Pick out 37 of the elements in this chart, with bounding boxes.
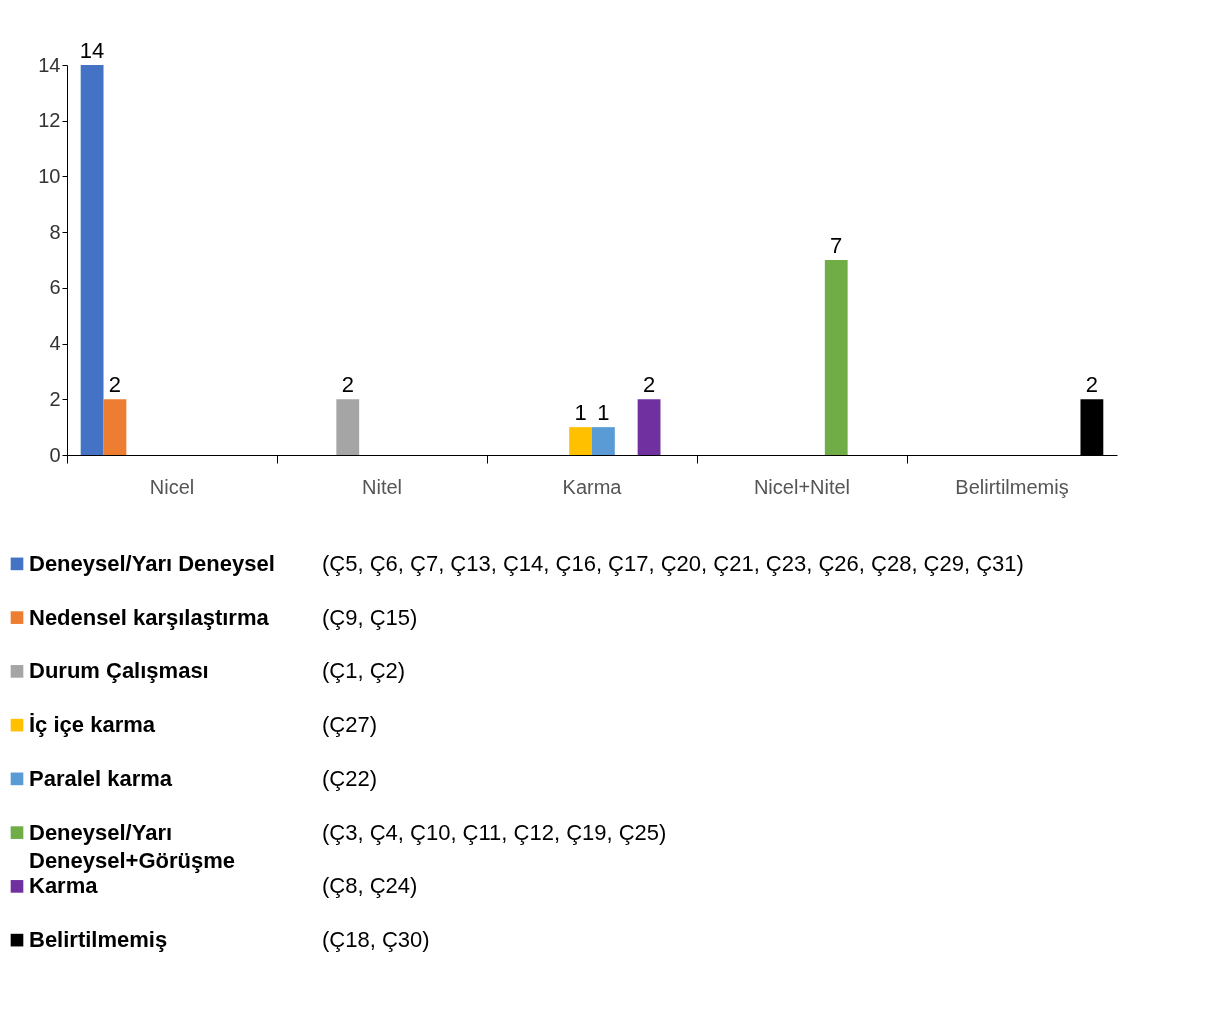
legend-label: Belirtilmemiş [29,927,168,953]
x-tick-label: Karma [562,475,623,498]
data-label: 1 [574,400,587,426]
y-tick-label: 8 [49,220,61,243]
y-tick-label: 14 [38,53,61,76]
data-label: 14 [79,38,105,63]
legend-label: Karma [29,873,99,899]
legend-label: Deneysel/Yarı Deneysel [29,550,275,576]
y-tick-label: 12 [38,109,61,132]
y-tick-label: 6 [49,276,61,299]
x-tick-label: Belirtilmemiş [955,475,1069,498]
y-tick-label: 2 [49,387,61,410]
text: (Ç27) [322,712,378,738]
y-tick-label: 0 [49,443,61,466]
x-tick-label: Nicel+Nitel [753,475,851,498]
text: (Ç3, Ç4, Ç10, Ç11, Ç12, Ç19, Ç25) [322,819,667,845]
data-label: 2 [108,372,122,398]
y-tick-label: 10 [38,164,61,187]
x-tick-label: Nitel [361,475,403,498]
y-tick-label: 4 [49,332,61,355]
text: (Ç8, Ç24) [322,873,418,899]
data-label: 1 [597,400,610,426]
legend-label: Paralel karma [29,765,173,791]
data-label: 2 [642,372,656,398]
legend-label: Durum Çalışması [29,658,209,684]
x-tick-label: Nicel [149,475,195,498]
legend-label: Deneysel/Yarı Deneysel+Görüşme [29,819,236,873]
data-label: 2 [1085,372,1099,398]
legend-label: Nedensel karşılaştırma [29,604,270,630]
text: (Ç1, Ç2) [322,658,406,684]
text: (Ç18, Ç30) [322,927,430,953]
data-label: 7 [830,233,843,258]
data-label: 2 [341,372,354,398]
text: (Ç9, Ç15) [322,604,418,630]
text: (Ç22) [322,765,378,791]
legend-label: İç içe karma [29,712,156,738]
text: (Ç5, Ç6, Ç7, Ç13, Ç14, Ç16, Ç17, Ç20, Ç21, Ç23, Ç26, Ç28, Ç29, Ç31) [322,550,1024,576]
